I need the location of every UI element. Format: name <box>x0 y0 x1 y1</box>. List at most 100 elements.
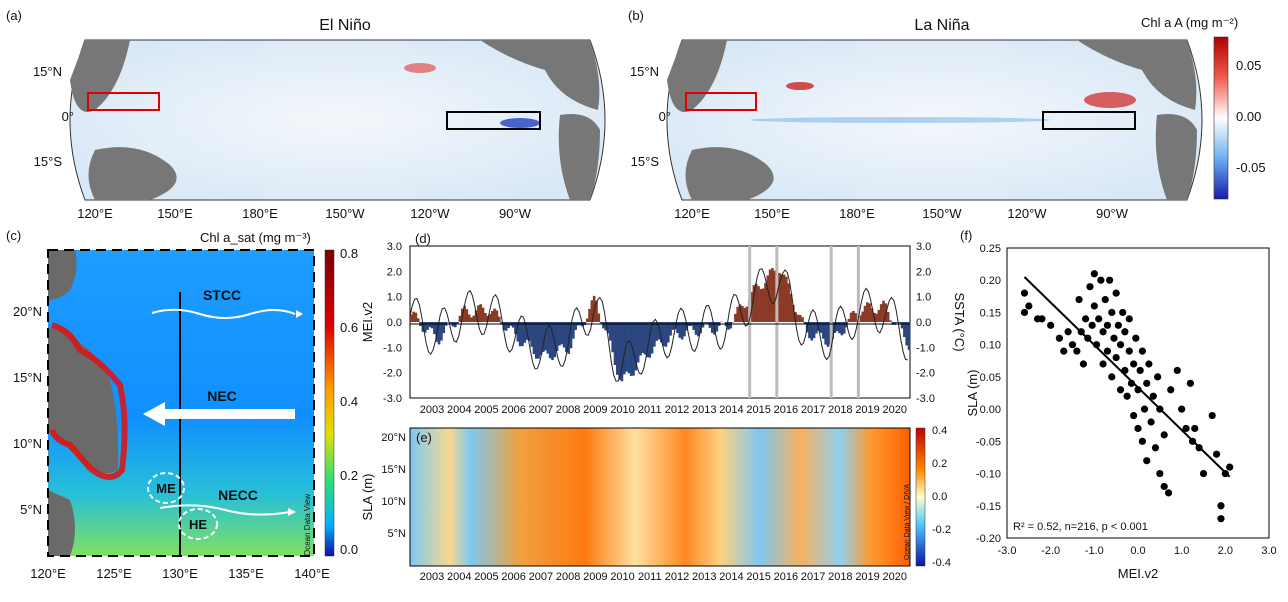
panel-f-label: (f) <box>960 228 972 243</box>
lon-tick-label: 135°E <box>228 566 264 581</box>
x-tick-label: -2.0 <box>1041 545 1060 557</box>
scatter-point <box>1156 470 1163 477</box>
scatter-point <box>1117 341 1124 348</box>
panel-f-ylabel: SLA (m) <box>965 370 980 417</box>
lon-tick-label: 90°W <box>1096 206 1129 221</box>
scatter-point <box>1226 464 1233 471</box>
scatter-point <box>1115 322 1122 329</box>
scatter-point <box>1065 328 1072 335</box>
panel-b-lat-ticks: 15°N0°15°S <box>630 64 671 169</box>
mei-bar <box>533 322 536 354</box>
mei-bar <box>861 312 864 322</box>
year-tick-label: 2017 <box>801 404 825 416</box>
lon-tick-label: 120°E <box>30 566 66 581</box>
mei-bar <box>854 313 857 322</box>
scatter-point <box>1119 309 1126 316</box>
panel-c: (c) Chl a_sat (mg m⁻³) STCC NEC NECC ME … <box>6 228 358 581</box>
lat-tick-label: 5°N <box>20 502 42 517</box>
panel-c-nec-arrow <box>165 409 295 419</box>
mei-bar <box>797 315 800 322</box>
mei-bar <box>519 322 522 346</box>
scatter-point <box>1025 302 1032 309</box>
mei-bar <box>630 322 633 376</box>
scatter-point <box>1021 290 1028 297</box>
scatter-point <box>1110 335 1117 342</box>
mei-bar <box>729 322 732 328</box>
mei-bar <box>878 310 881 322</box>
mei-bar <box>417 318 420 322</box>
right-tick-label: -1.0 <box>916 342 935 354</box>
panel-d-left-ticks: 3.02.01.00.0-1.0-2.0-3.0 <box>383 241 402 405</box>
mei-bar <box>704 322 707 323</box>
lon-tick-label: 120°E <box>77 206 113 221</box>
panel-a-label: (a) <box>6 8 22 23</box>
year-tick-label: 2010 <box>610 571 634 583</box>
left-tick-label: 2.0 <box>387 266 402 278</box>
panel-a-anomaly-patch <box>500 118 540 128</box>
panel-b-anomaly-patch <box>786 82 814 90</box>
mei-bar <box>692 322 695 330</box>
mei-bar <box>706 322 709 323</box>
panel-e-colorbar <box>916 428 925 566</box>
year-tick-label: 2006 <box>501 404 525 416</box>
lon-tick-label: 150°W <box>922 206 962 221</box>
panel-f-annotation: R² = 0.52, n=216, p < 0.001 <box>1013 521 1148 533</box>
mei-bar <box>760 289 763 322</box>
mei-bar <box>482 308 485 322</box>
mei-bar <box>493 309 496 322</box>
mei-bar <box>771 268 774 322</box>
year-tick-label: 2016 <box>774 404 798 416</box>
year-tick-label: 2004 <box>447 571 471 583</box>
year-tick-label: 2018 <box>828 404 852 416</box>
scatter-point <box>1161 483 1168 490</box>
scatter-point <box>1069 341 1076 348</box>
mei-bar <box>473 316 476 322</box>
scatter-point <box>1209 412 1216 419</box>
scatter-point <box>1106 277 1113 284</box>
lat-tick-label: 15°S <box>34 154 63 169</box>
mei-bar <box>665 322 668 347</box>
y-tick-label: 0.10 <box>980 340 1001 352</box>
year-tick-label: 2005 <box>474 404 498 416</box>
mei-bar <box>908 322 911 350</box>
mei-bar <box>766 275 769 322</box>
y-tick-label: 0.00 <box>980 404 1001 416</box>
mei-bar <box>426 322 429 330</box>
mei-bar <box>875 314 878 322</box>
year-tick-label: 2015 <box>746 571 770 583</box>
year-tick-label: 2019 <box>855 404 879 416</box>
scatter-point <box>1132 335 1139 342</box>
mei-bar <box>866 302 869 322</box>
scatter-point <box>1141 406 1148 413</box>
mei-bar <box>757 286 760 322</box>
lon-tick-label: 150°E <box>754 206 790 221</box>
y-tick-label: -0.15 <box>976 501 1001 513</box>
scatter-point <box>1130 360 1137 367</box>
year-tick-label: 2007 <box>529 404 553 416</box>
lon-tick-label: 150°W <box>325 206 365 221</box>
panel-c-nec-label: NEC <box>207 388 237 404</box>
mei-bar <box>764 283 767 322</box>
scatter-point <box>1047 322 1054 329</box>
panel-c-necc-label: NECC <box>218 487 258 503</box>
year-tick-label: 2016 <box>774 571 798 583</box>
panel-d-ylabel-right: SSTA (°C) <box>952 292 967 351</box>
year-tick-label: 2005 <box>474 571 498 583</box>
panel-f-xlabel: MEI.v2 <box>1118 566 1158 581</box>
colorbar-tick-label: 0.0 <box>340 542 358 557</box>
mei-bar <box>498 317 501 322</box>
mei-bar <box>602 322 605 328</box>
scatter-point <box>1091 302 1098 309</box>
year-tick-label: 2018 <box>828 571 852 583</box>
panel-c-he-label: HE <box>189 517 207 532</box>
year-tick-label: 2003 <box>420 404 444 416</box>
x-tick-label: 1.0 <box>1174 545 1189 557</box>
scatter-point <box>1145 360 1152 367</box>
mei-bar <box>780 274 783 322</box>
panel-d-right-ticks: 3.02.01.00.0-1.0-2.0-3.0 <box>916 241 935 405</box>
year-tick-label: 2020 <box>883 571 907 583</box>
mei-bar <box>412 312 415 322</box>
